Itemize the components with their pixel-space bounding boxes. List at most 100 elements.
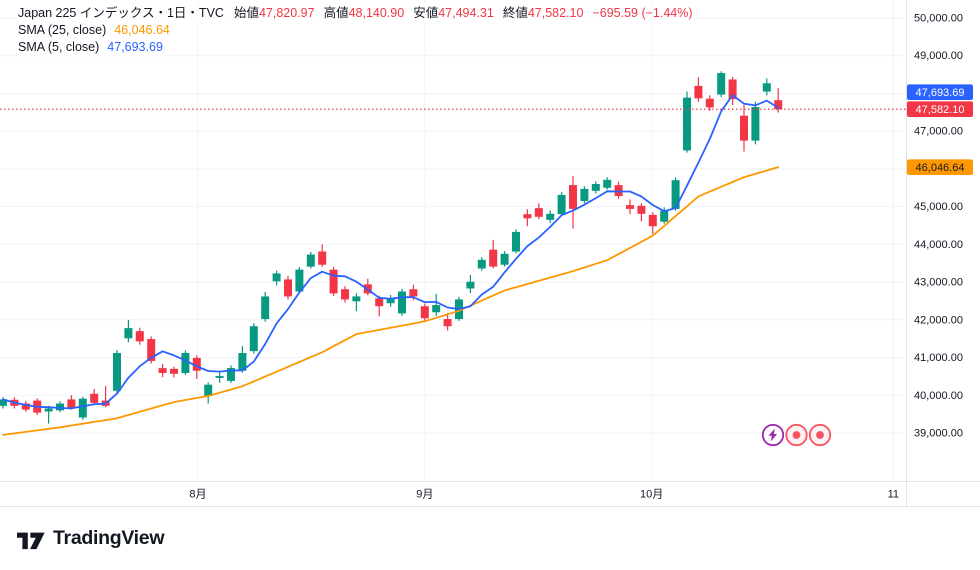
- candle[interactable]: [135, 327, 144, 345]
- marker-dot[interactable]: [808, 423, 832, 447]
- candle-body: [443, 319, 452, 327]
- candle[interactable]: [751, 101, 760, 145]
- candle[interactable]: [705, 95, 714, 111]
- candle[interactable]: [500, 251, 509, 267]
- candle[interactable]: [147, 336, 156, 364]
- candle[interactable]: [660, 207, 669, 224]
- candle[interactable]: [158, 363, 167, 378]
- price-badge-bg: [907, 84, 973, 101]
- candle[interactable]: [352, 293, 361, 312]
- candle[interactable]: [284, 276, 292, 300]
- candle[interactable]: [21, 400, 30, 412]
- candle[interactable]: [569, 176, 577, 229]
- candle[interactable]: [306, 251, 315, 269]
- candle[interactable]: [272, 270, 281, 286]
- candle-body: [637, 205, 646, 214]
- candle-body: [409, 289, 418, 297]
- symbol-row[interactable]: Japan 225 インデックス・1日・TVC 始値47,820.97 高値48,1…: [18, 5, 696, 22]
- candle[interactable]: [329, 266, 338, 297]
- candle[interactable]: [603, 177, 612, 190]
- candle[interactable]: [648, 212, 657, 235]
- candle[interactable]: [591, 181, 600, 194]
- close-label: 終値: [502, 6, 528, 20]
- candle[interactable]: [113, 349, 121, 394]
- candle[interactable]: [717, 71, 726, 98]
- marker-dot[interactable]: [785, 423, 808, 447]
- candle-body: [0, 399, 7, 406]
- candle[interactable]: [398, 288, 406, 316]
- candle-body: [170, 368, 178, 374]
- tradingview-logo[interactable]: TradingView: [17, 527, 165, 550]
- candle-body: [420, 306, 429, 319]
- candle[interactable]: [204, 382, 213, 404]
- price-axis[interactable]: 50,000.00 49,000.00 47,000.00 45,000.00 44,0…: [914, 12, 963, 439]
- candle-body: [432, 305, 441, 313]
- candle[interactable]: [249, 323, 258, 354]
- candle[interactable]: [78, 396, 87, 420]
- candle[interactable]: [512, 229, 520, 254]
- close-value: 47,582.10: [527, 6, 584, 20]
- candle[interactable]: [56, 401, 64, 413]
- candle[interactable]: [443, 313, 452, 331]
- y-axis-label: 43,000.00: [914, 277, 963, 289]
- candle[interactable]: [341, 286, 349, 303]
- candle[interactable]: [124, 319, 133, 343]
- candle[interactable]: [580, 186, 589, 204]
- candle-body: [648, 214, 657, 227]
- candle-body: [534, 208, 543, 217]
- candle[interactable]: [238, 346, 247, 373]
- candle[interactable]: [762, 78, 771, 96]
- candle[interactable]: [534, 203, 543, 220]
- candle[interactable]: [637, 203, 646, 222]
- high-pair: 高値48,140.90: [324, 6, 405, 20]
- candle[interactable]: [466, 274, 475, 294]
- candle[interactable]: [90, 388, 99, 405]
- candle[interactable]: [215, 371, 224, 383]
- candle[interactable]: [227, 365, 235, 383]
- sma25-label: SMA (25, close): [18, 23, 107, 37]
- candle[interactable]: [261, 291, 270, 322]
- candle[interactable]: [170, 366, 178, 378]
- candle[interactable]: [409, 284, 418, 301]
- candle[interactable]: [683, 91, 691, 153]
- candle[interactable]: [614, 181, 623, 199]
- price-badge-sma5: 47,693.69: [907, 84, 973, 101]
- indicator-row-sma5[interactable]: SMA (5, close) 47,693.69: [18, 39, 166, 56]
- candle-body: [477, 259, 486, 269]
- candle[interactable]: [386, 294, 395, 307]
- candle-body: [603, 179, 612, 188]
- candle[interactable]: [295, 266, 304, 294]
- candle[interactable]: [774, 88, 783, 113]
- marker-lightning[interactable]: [761, 423, 785, 447]
- candle[interactable]: [67, 395, 76, 410]
- candle-body: [546, 213, 555, 220]
- y-axis-label: 40,000.00: [914, 390, 963, 402]
- indicator-row-sma25[interactable]: SMA (25, close) 46,046.64: [18, 22, 173, 39]
- candle[interactable]: [740, 104, 748, 152]
- candle[interactable]: [626, 199, 634, 215]
- candle[interactable]: [44, 405, 53, 424]
- candle[interactable]: [523, 209, 532, 227]
- candle[interactable]: [728, 76, 737, 106]
- candle[interactable]: [318, 244, 327, 267]
- sma25-line: [2, 166, 780, 436]
- time-axis[interactable]: 8月 9月 10月 11: [189, 489, 899, 501]
- candle[interactable]: [181, 350, 190, 375]
- candle-body: [694, 85, 703, 99]
- price-badge-text: 47,693.69: [916, 87, 965, 99]
- candle[interactable]: [546, 210, 555, 223]
- candle[interactable]: [0, 397, 7, 409]
- candle[interactable]: [375, 295, 384, 317]
- candle[interactable]: [432, 293, 441, 317]
- open-label: 始値: [233, 6, 259, 20]
- candle-body: [580, 188, 589, 201]
- candle-body: [306, 254, 315, 267]
- candle[interactable]: [420, 303, 429, 322]
- candle[interactable]: [489, 239, 498, 269]
- candle[interactable]: [557, 192, 566, 217]
- candle[interactable]: [477, 257, 486, 271]
- candle[interactable]: [671, 177, 680, 211]
- candle[interactable]: [694, 77, 703, 102]
- open-pair: 始値47,820.97: [234, 6, 315, 20]
